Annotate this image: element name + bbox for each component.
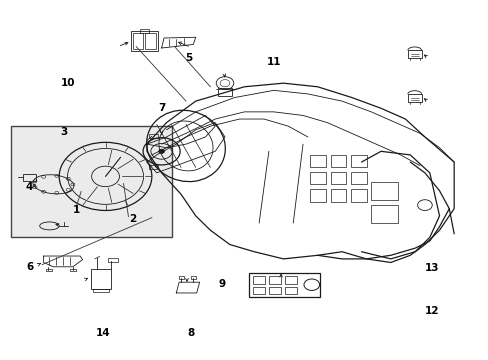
Bar <box>145 33 156 49</box>
Text: 5: 5 <box>184 53 192 63</box>
Circle shape <box>158 149 164 153</box>
Bar <box>350 172 366 184</box>
Text: 13: 13 <box>424 263 439 273</box>
Bar <box>407 50 421 58</box>
Bar <box>149 165 158 168</box>
Bar <box>310 189 325 202</box>
Bar <box>370 182 397 200</box>
Text: 3: 3 <box>61 127 67 136</box>
Bar <box>11 126 172 237</box>
Bar <box>330 172 346 184</box>
Bar <box>350 189 366 202</box>
Bar <box>249 273 320 297</box>
Text: 6: 6 <box>26 262 34 272</box>
Bar <box>285 276 297 284</box>
Text: 9: 9 <box>219 279 225 289</box>
Bar <box>149 134 158 138</box>
Bar <box>190 276 195 279</box>
Bar <box>131 31 158 51</box>
Bar <box>93 289 109 292</box>
Bar <box>310 154 325 167</box>
Bar <box>285 287 297 294</box>
Bar <box>70 269 76 271</box>
Text: 4: 4 <box>25 182 33 192</box>
Bar <box>46 269 52 271</box>
Bar <box>330 189 346 202</box>
Text: 1: 1 <box>73 206 80 216</box>
Bar <box>253 276 264 284</box>
Bar <box>253 287 264 294</box>
Bar <box>310 172 325 184</box>
Bar <box>370 205 397 223</box>
Bar <box>218 88 231 96</box>
Text: 11: 11 <box>266 57 281 67</box>
Text: 14: 14 <box>96 328 110 338</box>
Text: 10: 10 <box>61 78 76 88</box>
Bar <box>350 154 366 167</box>
Bar <box>269 276 281 284</box>
Text: 2: 2 <box>128 215 136 224</box>
Bar <box>133 33 143 49</box>
Text: 8: 8 <box>187 328 194 338</box>
Bar <box>22 174 36 181</box>
Bar <box>330 154 346 167</box>
Bar <box>407 94 421 102</box>
Text: 12: 12 <box>424 306 439 316</box>
Bar <box>269 287 281 294</box>
Bar <box>91 269 111 289</box>
Bar <box>108 258 118 262</box>
Bar <box>179 276 183 279</box>
Bar <box>140 30 149 33</box>
Text: 7: 7 <box>158 103 165 113</box>
